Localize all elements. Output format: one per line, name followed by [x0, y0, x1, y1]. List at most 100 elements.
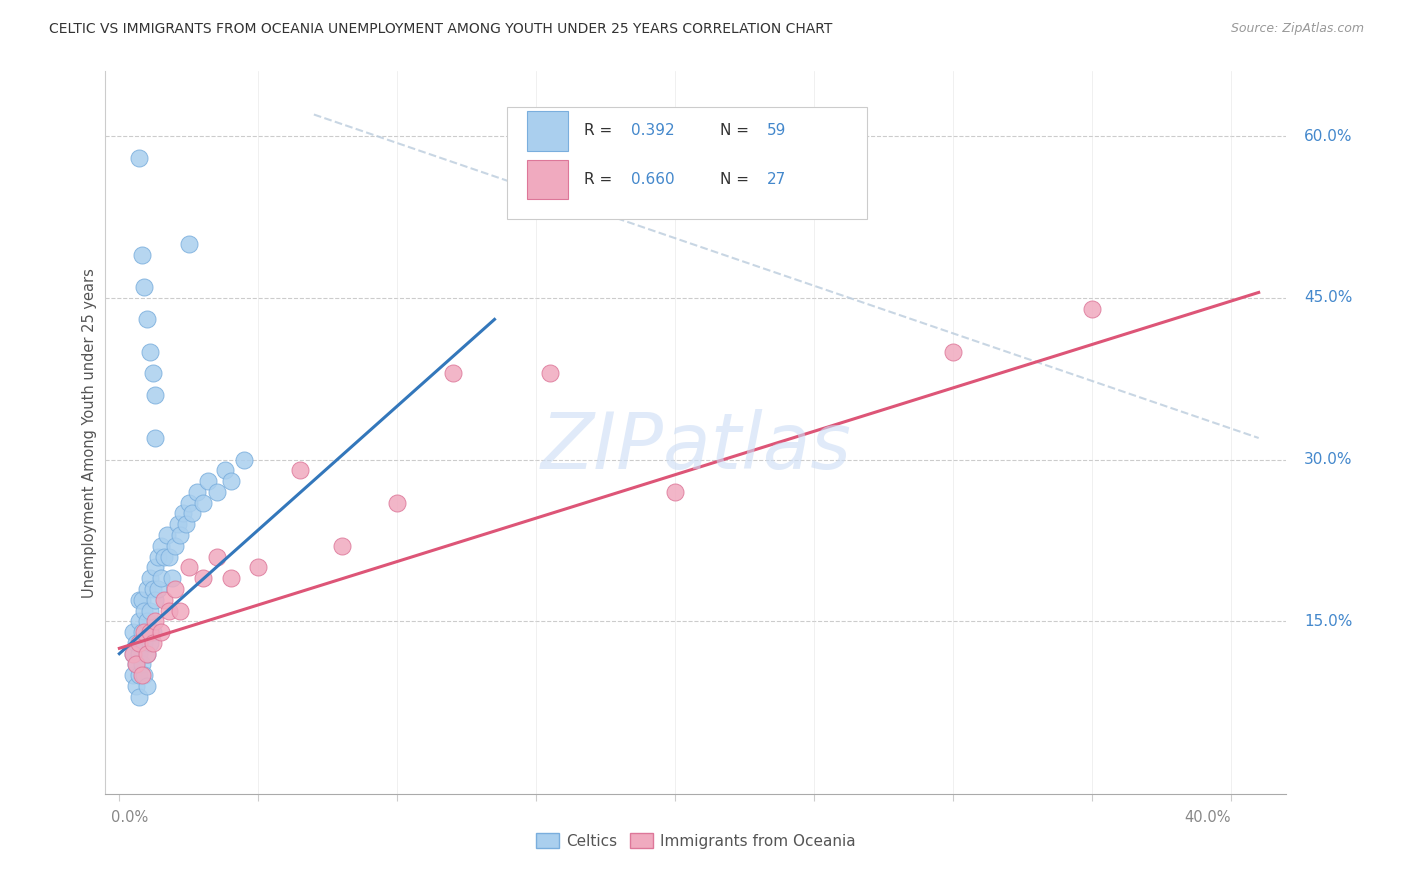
Text: ZIPatlas: ZIPatlas — [540, 409, 852, 485]
Point — [172, 507, 194, 521]
Point — [1081, 301, 1104, 316]
Point — [134, 668, 156, 682]
Point — [136, 679, 159, 693]
Point — [145, 388, 167, 402]
Point — [214, 463, 236, 477]
Text: Source: ZipAtlas.com: Source: ZipAtlas.com — [1230, 22, 1364, 36]
Point — [142, 367, 165, 381]
Text: N =: N = — [720, 172, 754, 187]
Point — [186, 484, 208, 499]
Point — [160, 571, 183, 585]
Point — [131, 625, 153, 640]
Point — [136, 582, 159, 596]
Point — [134, 603, 156, 617]
Point — [128, 690, 150, 704]
Point — [136, 647, 159, 661]
Point — [441, 367, 464, 381]
Point — [197, 474, 219, 488]
Text: 0.392: 0.392 — [631, 123, 675, 138]
Text: CELTIC VS IMMIGRANTS FROM OCEANIA UNEMPLOYMENT AMONG YOUTH UNDER 25 YEARS CORREL: CELTIC VS IMMIGRANTS FROM OCEANIA UNEMPL… — [49, 22, 832, 37]
Point — [136, 647, 159, 661]
Point — [219, 474, 242, 488]
Point — [128, 647, 150, 661]
Point — [145, 431, 167, 445]
Text: 59: 59 — [766, 123, 786, 138]
Point — [145, 615, 167, 629]
Point — [125, 657, 148, 672]
Point — [163, 582, 186, 596]
Point — [139, 636, 162, 650]
Point — [128, 615, 150, 629]
Text: 30.0%: 30.0% — [1305, 452, 1353, 467]
Point — [169, 603, 191, 617]
Text: 15.0%: 15.0% — [1305, 614, 1353, 629]
Point — [142, 625, 165, 640]
Point — [134, 625, 156, 640]
Point — [177, 496, 200, 510]
FancyBboxPatch shape — [527, 112, 568, 151]
Point — [150, 571, 173, 585]
Text: 27: 27 — [766, 172, 786, 187]
Point — [664, 484, 686, 499]
Point — [136, 615, 159, 629]
Point — [131, 668, 153, 682]
Point — [128, 151, 150, 165]
Point — [191, 571, 214, 585]
Point — [174, 517, 197, 532]
Point — [247, 560, 270, 574]
Point — [177, 236, 200, 251]
Point — [128, 592, 150, 607]
Point — [387, 496, 409, 510]
Point — [153, 592, 176, 607]
Point — [134, 280, 156, 294]
Point — [131, 657, 153, 672]
Text: 0.660: 0.660 — [631, 172, 675, 187]
Point — [288, 463, 311, 477]
Point — [139, 344, 162, 359]
Point — [205, 549, 228, 564]
FancyBboxPatch shape — [527, 160, 568, 199]
Point — [142, 582, 165, 596]
Point — [157, 603, 180, 617]
Point — [150, 539, 173, 553]
Text: 60.0%: 60.0% — [1305, 128, 1353, 144]
Point — [145, 592, 167, 607]
Text: 0.0%: 0.0% — [111, 810, 148, 825]
Point — [122, 647, 145, 661]
Point — [219, 571, 242, 585]
Point — [125, 636, 148, 650]
Point — [169, 528, 191, 542]
Y-axis label: Unemployment Among Youth under 25 years: Unemployment Among Youth under 25 years — [82, 268, 97, 598]
Text: N =: N = — [720, 123, 754, 138]
Point — [136, 312, 159, 326]
Point — [233, 452, 256, 467]
Point — [125, 679, 148, 693]
Point — [128, 668, 150, 682]
Text: 45.0%: 45.0% — [1305, 290, 1353, 305]
Point — [205, 484, 228, 499]
Point — [139, 603, 162, 617]
Point — [153, 549, 176, 564]
FancyBboxPatch shape — [508, 108, 868, 219]
Point — [131, 248, 153, 262]
Point — [163, 539, 186, 553]
Point — [155, 528, 177, 542]
Point — [150, 625, 173, 640]
Point — [125, 657, 148, 672]
Point — [139, 625, 162, 640]
Point — [122, 647, 145, 661]
Legend: Celtics, Immigrants from Oceania: Celtics, Immigrants from Oceania — [530, 827, 862, 855]
Point — [139, 571, 162, 585]
Point — [538, 367, 561, 381]
Point — [177, 560, 200, 574]
Point — [128, 636, 150, 650]
Point — [148, 549, 170, 564]
Point — [157, 549, 180, 564]
Text: R =: R = — [583, 172, 617, 187]
Text: R =: R = — [583, 123, 617, 138]
Point — [330, 539, 353, 553]
Point — [166, 517, 188, 532]
Point — [134, 636, 156, 650]
Point — [942, 344, 965, 359]
Point — [122, 625, 145, 640]
